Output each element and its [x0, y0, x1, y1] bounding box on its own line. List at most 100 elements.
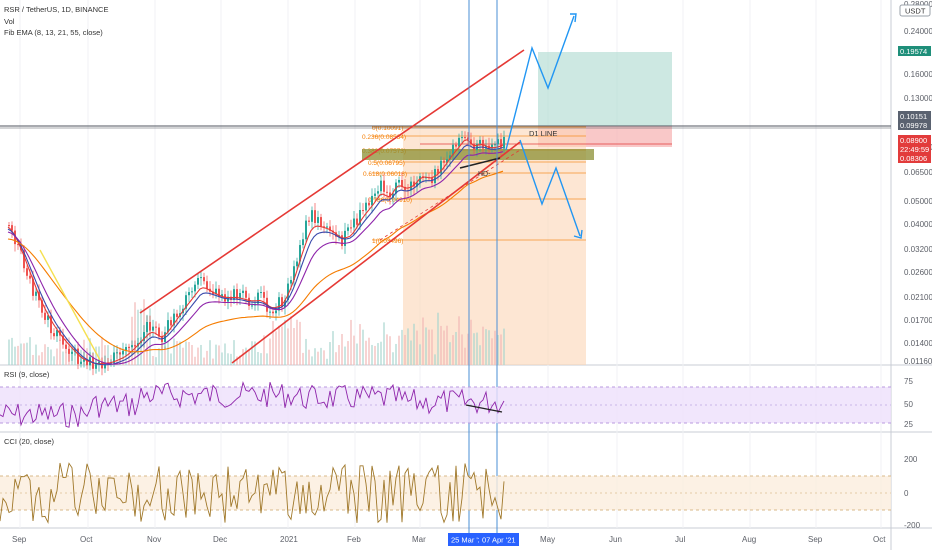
volume-bar [446, 325, 448, 365]
candle-body [362, 210, 364, 212]
candle-body [275, 310, 277, 314]
price-badge[interactable] [898, 46, 931, 56]
volume-bar [251, 341, 253, 365]
candle-body [152, 326, 154, 331]
candle-body [269, 311, 271, 313]
volume-bar [47, 346, 49, 365]
volume-bar [230, 353, 232, 365]
volume-bar [401, 329, 403, 365]
candle-body [44, 312, 46, 320]
volume-bar [242, 349, 244, 365]
candle-body [104, 362, 106, 369]
candle-body [194, 284, 196, 292]
volume-bar [200, 344, 202, 365]
volume-bar [128, 346, 130, 365]
candle-body [461, 137, 463, 139]
time-tick: Nov [147, 535, 161, 544]
volume-bar [419, 344, 421, 365]
candle-body [62, 335, 64, 345]
candle-body [203, 277, 205, 282]
rsi-divergence-line[interactable] [465, 404, 503, 413]
candle-body [32, 278, 34, 296]
candle-body [356, 218, 358, 225]
volume-bar [149, 308, 151, 365]
price-badge[interactable] [898, 120, 931, 130]
ema-21-line [7, 151, 504, 365]
hd-line[interactable] [459, 157, 501, 169]
volume-bar [257, 352, 259, 365]
volume-bar [275, 331, 277, 365]
candle-body [29, 275, 31, 279]
candle-body [119, 352, 121, 355]
candle-body [53, 333, 55, 337]
volume-bar [185, 341, 187, 365]
d1-line-label: D1 LINE [529, 129, 557, 138]
volume-bar [464, 347, 466, 365]
candle-body [314, 210, 316, 223]
cci-tick: 200 [904, 455, 918, 464]
candle-body [476, 143, 478, 150]
volume-bar [437, 312, 439, 365]
candle-body [14, 230, 16, 245]
trend-line-yellow[interactable] [39, 249, 101, 361]
candle-body [113, 352, 115, 364]
volume-bar [89, 338, 91, 365]
candle-body [479, 139, 481, 144]
candle-body [326, 226, 328, 228]
candle-body [389, 192, 391, 198]
fib-zone[interactable] [403, 127, 586, 365]
candle-body [470, 139, 472, 145]
candle-body [191, 291, 193, 293]
candle-body [233, 289, 235, 300]
candle-body [392, 193, 394, 198]
volume-bar [260, 353, 262, 365]
volume-bar [428, 329, 430, 365]
candle-body [71, 351, 73, 354]
volume-bar [377, 343, 379, 365]
currency-badge[interactable] [899, 4, 931, 17]
candle-body [443, 160, 445, 163]
rsi-tick: 50 [904, 400, 913, 409]
candle-body [143, 332, 145, 341]
bear-projection-arrow[interactable] [519, 139, 581, 237]
channel-upper-line[interactable] [139, 49, 525, 314]
target-zone[interactable] [538, 52, 672, 126]
volume-bar [479, 345, 481, 365]
price-badge[interactable] [898, 153, 931, 163]
rsi-tick: 75 [904, 377, 913, 386]
volume-bar [218, 345, 220, 365]
candle-body [8, 225, 10, 226]
volume-bar [98, 346, 100, 365]
candle-body [386, 191, 388, 193]
candle-body [272, 311, 274, 314]
fib-level-label: 0.236(0.08534) [362, 134, 406, 141]
volume-bar [62, 351, 64, 365]
volume-bar [173, 338, 175, 365]
date-marker-badge[interactable] [479, 533, 519, 546]
volume-bar [449, 342, 451, 365]
volume-bar [191, 345, 193, 365]
price-badge-label: 0.10151 [900, 112, 927, 121]
bull-projection-arrow[interactable] [505, 15, 575, 151]
price-badge[interactable] [898, 111, 931, 121]
volume-bar [350, 319, 352, 365]
volume-bar [44, 344, 46, 365]
volume-bar [239, 355, 241, 365]
volume-bar [422, 317, 424, 365]
candle-body [263, 292, 265, 298]
volume-bar [29, 337, 31, 365]
rsi-tick: 25 [904, 420, 913, 429]
price-badge[interactable] [898, 135, 931, 145]
candle-body [260, 292, 262, 294]
candle-body [404, 186, 406, 191]
channel-lower-line[interactable] [231, 141, 521, 364]
time-tick: Jul [675, 535, 685, 544]
currency-label: USDT [905, 7, 926, 16]
time-tick: Oct [80, 535, 93, 544]
volume-bar [194, 356, 196, 365]
volume-bar [20, 343, 22, 365]
candle-body [482, 139, 484, 149]
price-badge[interactable] [898, 144, 931, 154]
volume-bar [392, 352, 394, 365]
